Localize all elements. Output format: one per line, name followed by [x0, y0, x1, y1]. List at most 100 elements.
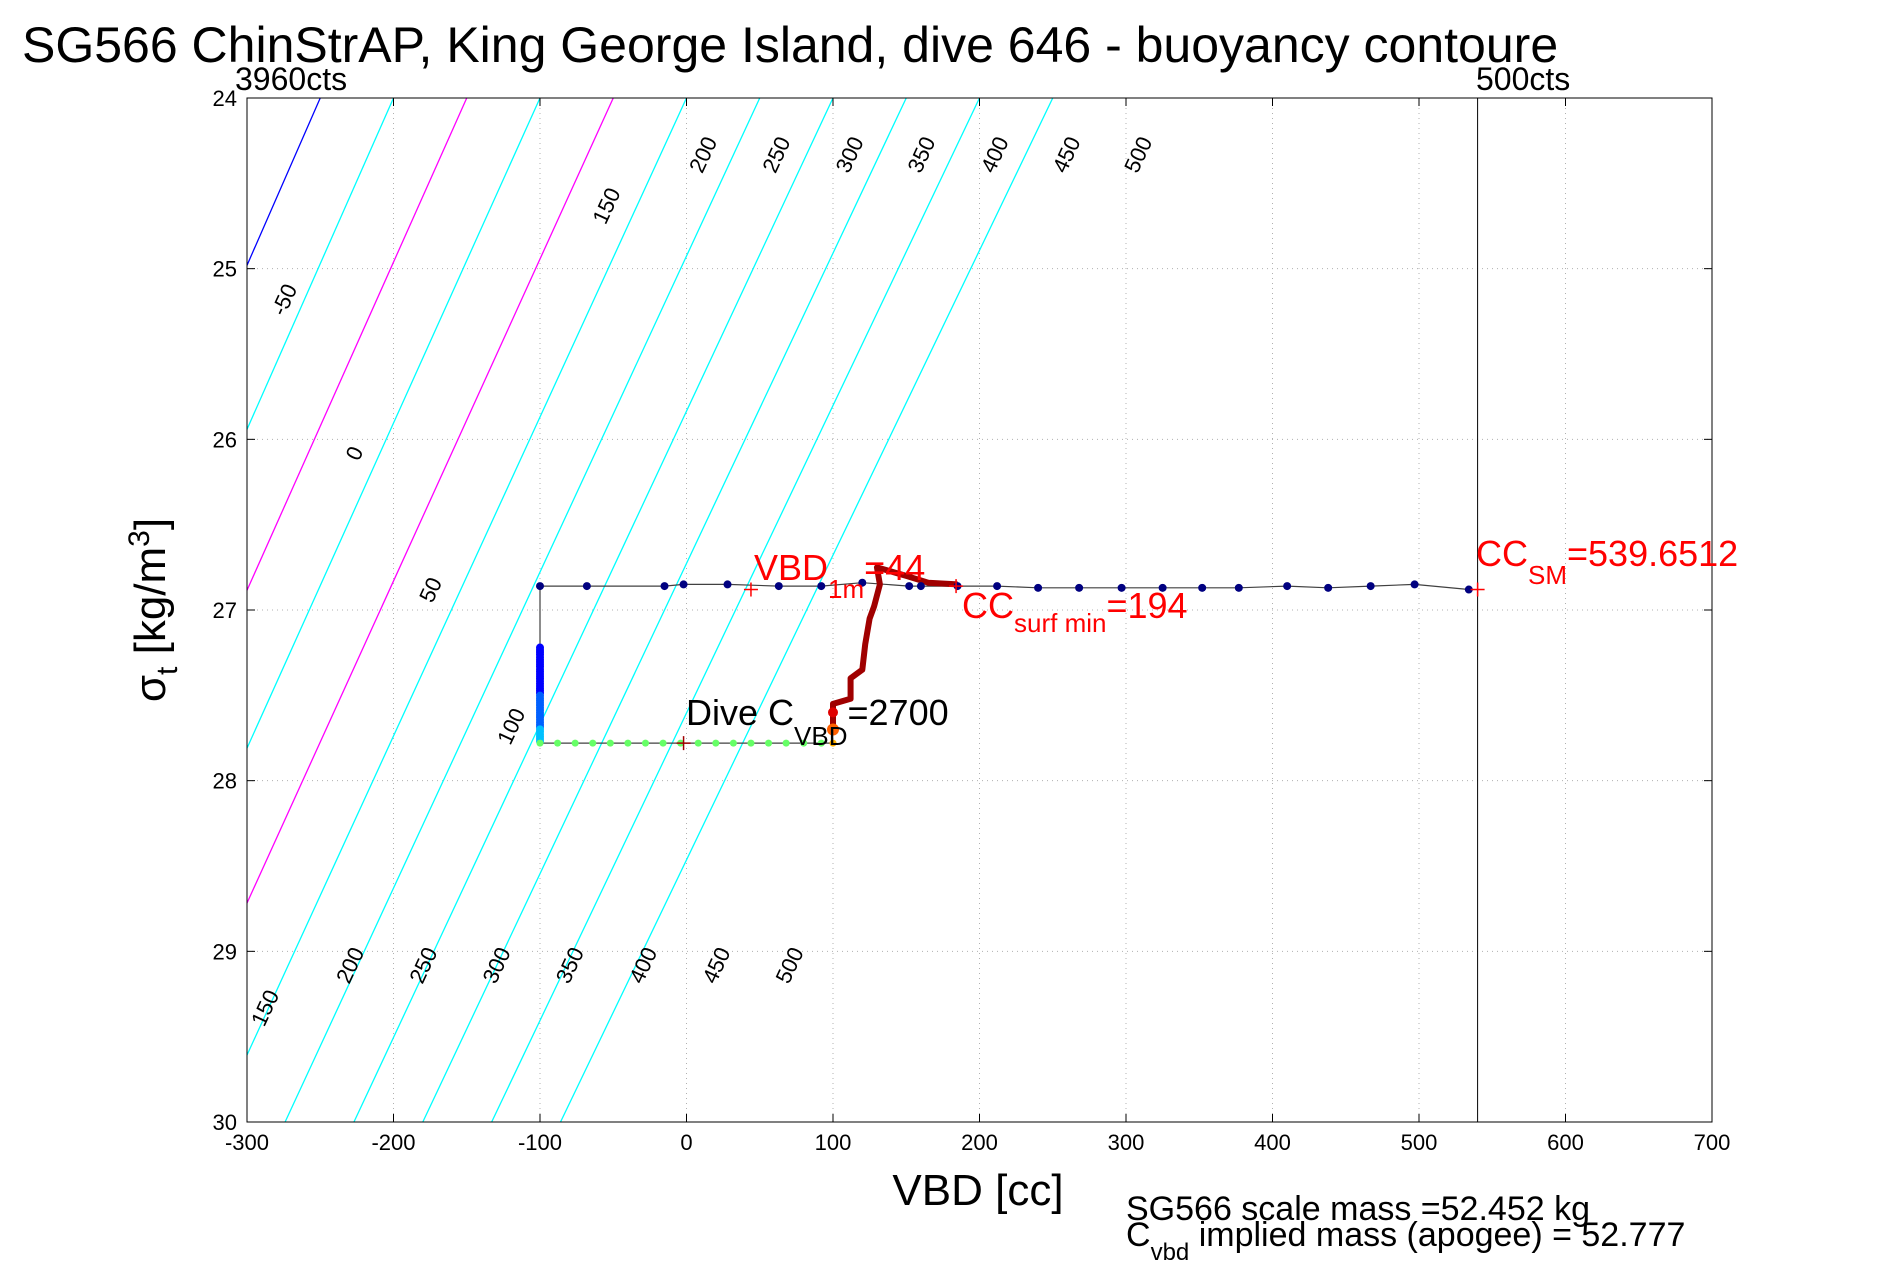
bottom-point	[624, 739, 632, 747]
y-label-main: σ	[126, 675, 175, 702]
surface-point	[1034, 583, 1043, 592]
y-tick-label: 29	[213, 939, 237, 964]
bottom-point	[712, 739, 720, 747]
y-tick-label: 30	[213, 1110, 237, 1135]
contour-line-50	[247, 98, 395, 431]
chart-title: SG566 ChinStrAP, King George Island, div…	[22, 17, 1558, 73]
footer-implied-mass: Cvbd implied mass (apogee) = 52.777	[1126, 1216, 1685, 1262]
footer-scale-mass: SG566 scale mass =52.452 kg	[1126, 1190, 1590, 1228]
dive-cvbd-sub: VBD	[794, 721, 847, 751]
contour-line-400	[422, 98, 907, 1122]
bottom-point	[694, 739, 702, 747]
footer-c-rest: implied mass (apogee) = 52.777	[1189, 1216, 1685, 1254]
bottom-point	[729, 739, 737, 747]
surface-point	[1234, 583, 1243, 592]
contour-line-100	[247, 98, 468, 592]
bottom-point	[554, 739, 562, 747]
vbd-1m-value: =44	[864, 547, 925, 588]
bottom-point	[571, 739, 579, 747]
surface-point	[1324, 583, 1333, 592]
footer-c-main: C	[1126, 1216, 1151, 1254]
trajectory-layer	[536, 98, 1485, 1122]
bottom-point	[782, 739, 790, 747]
surface-point	[916, 582, 925, 591]
surface-point	[723, 580, 732, 589]
x-tick-label: 600	[1547, 1130, 1584, 1155]
x-tick-label: 0	[680, 1130, 692, 1155]
surface-point	[1283, 582, 1292, 591]
climb-trace	[830, 564, 958, 733]
bottom-point	[536, 739, 544, 747]
y-axis-label: σt [kg/m3]	[123, 518, 184, 702]
y-label-sup: 3	[123, 530, 156, 547]
cc-sm-sub: SM	[1528, 560, 1567, 590]
footer-c-sub: vbd	[1151, 1239, 1190, 1262]
dive-cvbd-main: Dive C	[686, 692, 794, 733]
contour-line-250	[247, 98, 688, 1057]
bottom-point	[589, 739, 597, 747]
y-label-unit-b: ]	[126, 518, 175, 530]
surface-point	[858, 578, 867, 587]
dive-cvbd-value: =2700	[848, 692, 949, 733]
left-count-label: 3960cts	[235, 61, 347, 97]
surface-point	[660, 582, 669, 591]
contour-layer	[247, 98, 1054, 1122]
surface-point	[582, 582, 591, 591]
cc-surf-min-main: CC	[962, 585, 1014, 626]
bottom-point	[800, 739, 808, 747]
y-tick-label: 27	[213, 598, 237, 623]
contour-line-300	[284, 98, 761, 1122]
apogee-point	[827, 723, 839, 736]
bottom-point	[606, 739, 614, 747]
x-tick-label: 100	[815, 1130, 852, 1155]
right-count-label: 500cts	[1476, 61, 1570, 97]
x-tick-label: -100	[518, 1130, 562, 1155]
grid-layer	[247, 98, 1712, 1122]
x-tick-label: 500	[1401, 1130, 1438, 1155]
surface-point	[1198, 583, 1207, 592]
bottom-point	[641, 739, 649, 747]
y-tick-label: 25	[213, 257, 237, 282]
cc-sm-main: CC	[1476, 533, 1528, 574]
contour-line-350	[353, 98, 834, 1122]
dive-cvbd-annotation: Dive CVBD=2700	[686, 692, 949, 751]
cc-surf-min-sub: surf min	[1014, 608, 1106, 638]
y-label-unit-a: [kg/m	[126, 547, 175, 667]
x-tick-label: 300	[1108, 1130, 1145, 1155]
surface-point	[1158, 583, 1167, 592]
surface-point	[1366, 582, 1375, 591]
surface-point	[1075, 583, 1084, 592]
surface-point	[1410, 580, 1419, 589]
x-tick-label: -200	[371, 1130, 415, 1155]
x-tick-label: -300	[225, 1130, 269, 1155]
vbd-1m-annotation: VBD1m=44	[754, 547, 925, 604]
bottom-point	[659, 739, 667, 747]
y-tick-label: 28	[213, 769, 237, 794]
x-tick-label: 200	[961, 1130, 998, 1155]
contour-line-200	[247, 98, 614, 905]
y-label-sub: t	[151, 666, 184, 675]
contour-line-450	[491, 98, 981, 1122]
surface-point	[774, 582, 783, 591]
cc-surf-min-annotation: CCsurf min=194	[962, 585, 1188, 638]
surface-point	[1464, 585, 1473, 594]
cc-sm-annotation: CCSM=539.6512	[1476, 533, 1738, 590]
y-tick-label: 26	[213, 427, 237, 452]
vbd-1m-sub: 1m	[828, 574, 864, 604]
contour-line-500	[559, 98, 1054, 1122]
bottom-point	[829, 739, 837, 747]
tick-layer: -300 -200 -100 0 100 200 300 400 500 600 700 24 25 26…	[213, 86, 1731, 1155]
contour-line-150	[247, 98, 541, 750]
surface-point	[993, 582, 1002, 591]
surface-point	[679, 580, 688, 589]
bottom-point	[765, 739, 773, 747]
surface-point	[1117, 583, 1126, 592]
bottom-point	[747, 739, 755, 747]
surface-point	[817, 582, 826, 591]
bottom-point	[817, 739, 825, 747]
vbd-1m-main: VBD	[754, 547, 828, 588]
y-tick-label: 24	[213, 86, 237, 111]
x-tick-label: 700	[1694, 1130, 1731, 1155]
